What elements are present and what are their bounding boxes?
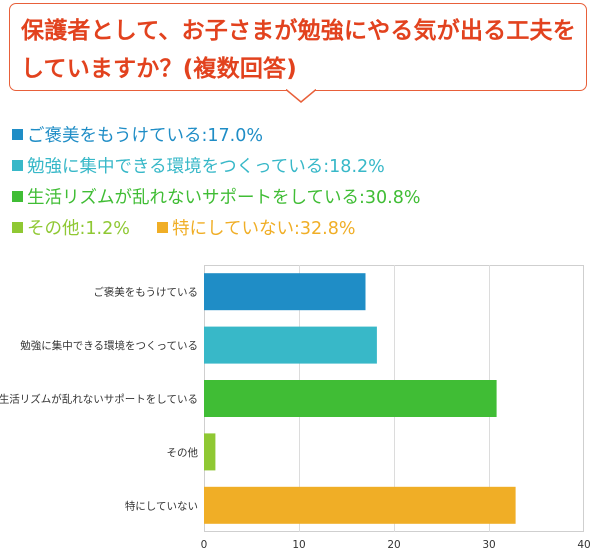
legend-label: 勉強に集中できる環境をつくっている:18.2% xyxy=(27,156,385,177)
bar xyxy=(204,273,366,311)
category-label: 生活リズムが乱れないサポートをしている xyxy=(0,393,198,406)
legend-item-other: その他:1.2% xyxy=(12,215,130,239)
question-box-pointer xyxy=(286,89,316,103)
legend-item-daily-rhythm: 生活リズムが乱れないサポートをしている:30.8% xyxy=(12,184,420,208)
x-tick-label: 10 xyxy=(292,539,305,551)
legend-swatch xyxy=(12,221,23,233)
legend-swatch xyxy=(12,190,23,202)
legend-label: その他:1.2% xyxy=(27,218,130,239)
legend-swatch xyxy=(157,221,168,233)
x-tick-label: 20 xyxy=(387,539,400,551)
category-label: 特にしていない xyxy=(125,500,198,512)
legend-item-rewards: ご褒美をもうけている:17.0% xyxy=(12,122,263,146)
legend-label: 特にしていない:32.8% xyxy=(172,218,356,239)
bar xyxy=(204,433,216,471)
question-title: 保護者として、お子さまが勉強にやる気が出る工夫をしていますか？(複数回答) xyxy=(21,18,576,82)
legend-label: 生活リズムが乱れないサポートをしている:30.8% xyxy=(27,187,421,208)
legend-item-nothing: 特にしていない:32.8% xyxy=(157,215,355,239)
category-label: その他 xyxy=(167,446,199,459)
legend-swatch xyxy=(12,128,23,140)
x-tick-label: 40 xyxy=(577,539,590,551)
x-tick-label: 0 xyxy=(201,539,208,551)
bar xyxy=(204,326,377,364)
question-box xyxy=(9,3,587,91)
legend-item-study-environment: 勉強に集中できる環境をつくっている:18.2% xyxy=(12,153,385,177)
legend-swatch xyxy=(12,159,23,171)
category-label: ご褒美をもうけている xyxy=(93,286,198,299)
bar xyxy=(204,380,497,417)
bar xyxy=(204,486,516,524)
x-tick-label: 30 xyxy=(482,539,495,551)
legend-label: ご褒美をもうけている:17.0% xyxy=(27,125,263,146)
category-label: 勉強に集中できる環境をつくっている xyxy=(20,339,198,352)
